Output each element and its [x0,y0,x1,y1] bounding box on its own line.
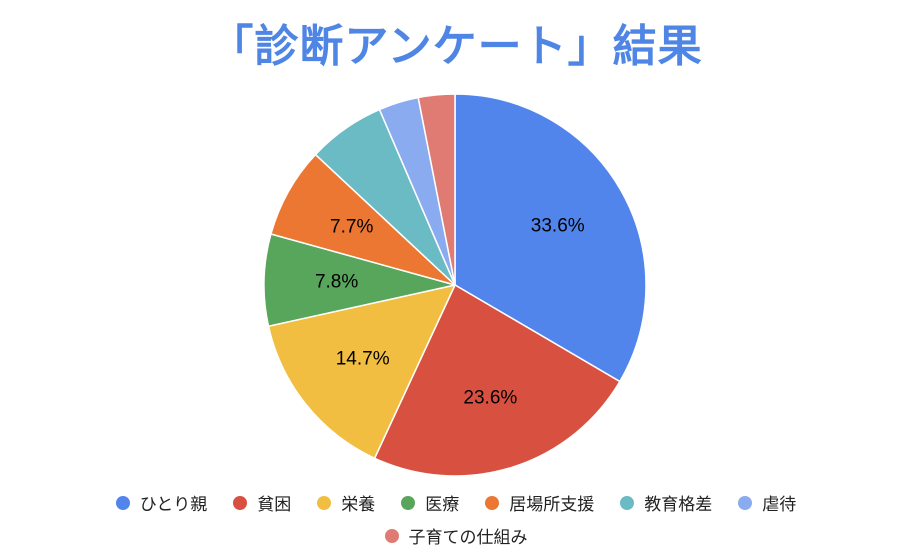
legend-label-7: 子育ての仕組み [408,528,528,548]
slice-data-label-2: 14.7% [336,349,390,370]
legend-label-3: 医療 [425,495,460,515]
pie-slice-3 [263,233,456,328]
legend-label-1: 貧困 [257,495,292,515]
chart-title: 「診断アンケート」結果 [209,21,703,72]
legend-item-4: 居場所支援 [485,490,594,515]
legend-item-7: 子育ての仕組み [384,523,528,548]
legend-swatch-5 [620,495,635,510]
legend-item-3: 医療 [401,490,459,515]
legend-label-2: 栄養 [341,495,376,515]
legend-swatch-1 [233,495,248,510]
legend-label-5: 教育格差 [644,495,713,515]
legend-swatch-0 [115,495,130,510]
pie-chart: 33.6% 23.6% 14.7% 7.8% 7.7% [263,93,647,477]
legend-swatch-6 [738,495,753,510]
slice-data-label-3: 7.8% [315,271,358,292]
pie-slice-0 [454,93,647,383]
pie-slice-1 [373,283,621,477]
legend-item-6: 虐待 [738,490,796,515]
slice-data-label-4: 7.7% [330,217,373,238]
legend-label-0: ひとり親 [139,495,208,515]
legend-label-6: 虐待 [762,495,797,515]
legend-swatch-3 [401,495,416,510]
legend-item-2: 栄養 [317,490,375,515]
legend-label-4: 居場所支援 [509,495,595,515]
legend-swatch-7 [384,528,399,543]
legend-swatch-4 [485,495,500,510]
pie-slice-2 [267,283,457,460]
legend-item-5: 教育格差 [620,490,712,515]
legend-item-1: 貧困 [233,490,291,515]
slice-data-label-0: 33.6% [531,216,585,237]
pie-slice-7 [417,93,456,286]
legend-item-0: ひとり親 [115,490,208,515]
legend-swatch-2 [317,495,332,510]
legend: ひとり親 貧困 栄養 医療 居場所支援 教育格差 虐待子育ての仕組み [0,490,912,548]
slice-data-label-1: 23.6% [463,388,517,409]
